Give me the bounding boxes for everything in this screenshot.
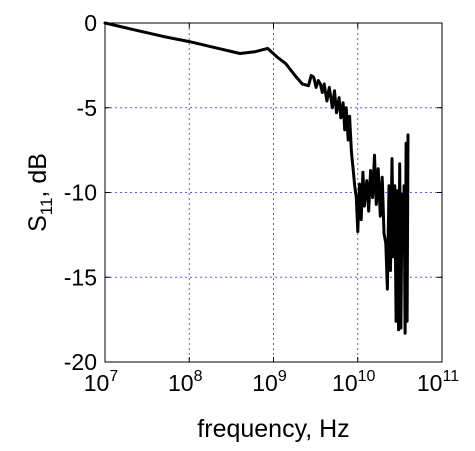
y-tick-label: -15 bbox=[64, 264, 97, 290]
series-layer bbox=[103, 21, 410, 335]
x-tick-label-base: 10 bbox=[84, 370, 110, 396]
x-tick-label: 109 bbox=[252, 368, 287, 396]
x-tick-label-base: 10 bbox=[168, 370, 194, 396]
x-tick-label-exponent: 8 bbox=[194, 368, 203, 385]
series-line bbox=[103, 21, 410, 335]
y-tick-label: -10 bbox=[64, 180, 97, 206]
ticks bbox=[104, 22, 443, 363]
y-axis-label-subscript: 11 bbox=[37, 198, 56, 216]
x-tick-label-exponent: 10 bbox=[358, 368, 376, 385]
y-tick-label: -20 bbox=[64, 349, 97, 375]
y-tick-label: 0 bbox=[84, 10, 97, 36]
x-tick-label-base: 10 bbox=[332, 370, 358, 396]
x-tick-label-exponent: 7 bbox=[109, 368, 118, 385]
x-axis-label: frequency, Hz bbox=[197, 415, 349, 443]
x-tick-label: 1010 bbox=[332, 368, 375, 396]
x-tick-label-base: 10 bbox=[417, 370, 443, 396]
x-tick-label-exponent: 9 bbox=[278, 368, 287, 385]
x-tick-label-exponent: 11 bbox=[442, 368, 459, 385]
y-axis-label-base: S bbox=[24, 215, 52, 232]
y-tick-label: -5 bbox=[77, 95, 97, 121]
x-tick-label: 108 bbox=[168, 368, 203, 396]
x-tick-label: 1011 bbox=[417, 368, 459, 396]
x-tick-label-base: 10 bbox=[252, 370, 278, 396]
y-axis-label-unit: , dB bbox=[24, 153, 52, 197]
y-axis-label: S11, dB bbox=[24, 153, 56, 232]
x-tick-label: 107 bbox=[84, 368, 119, 396]
